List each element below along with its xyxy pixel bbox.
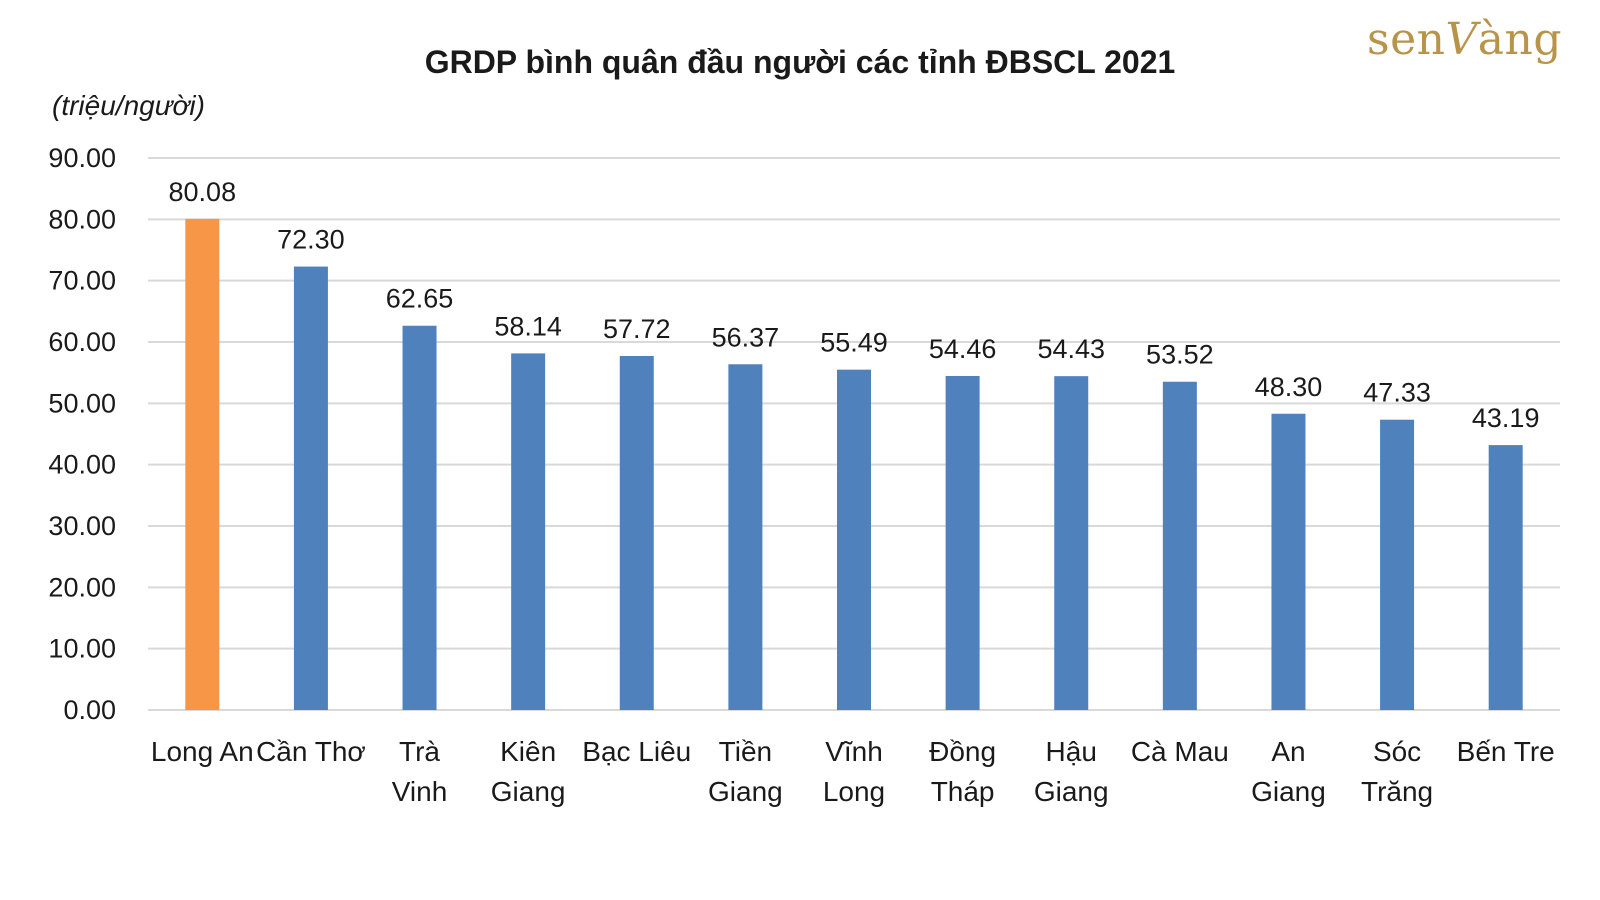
- bar: [728, 364, 763, 710]
- x-tick-label: Sóc: [1373, 736, 1421, 767]
- y-tick-label: 50.00: [48, 388, 116, 418]
- x-tick-label: Tháp: [931, 776, 995, 807]
- bars: [185, 218, 1523, 711]
- x-tick-label: Long: [823, 776, 885, 807]
- y-axis-unit-label: (triệu/người): [52, 90, 205, 121]
- bar: [1162, 381, 1197, 710]
- bar: [511, 353, 546, 710]
- bar: [619, 355, 654, 710]
- y-axis-ticks: 0.00 10.00 20.00 30.00 40.00 50.00 60.00 70.00 8…: [48, 143, 116, 725]
- data-label: 55.49: [820, 328, 888, 358]
- y-tick-label: 30.00: [48, 511, 116, 541]
- x-tick-label: Kiên: [500, 736, 556, 767]
- bar: [945, 375, 980, 710]
- data-label: 54.43: [1037, 334, 1105, 364]
- x-tick-label: Hậu: [1046, 736, 1097, 767]
- bar: [837, 369, 871, 710]
- x-tick-label: Giang: [1251, 776, 1326, 807]
- data-label: 54.46: [929, 334, 997, 364]
- y-tick-label: 90.00: [48, 143, 116, 173]
- data-label: 56.37: [712, 322, 780, 352]
- data-label: 43.19: [1472, 403, 1540, 433]
- x-tick-label: Tiền: [719, 736, 772, 767]
- y-tick-label: 80.00: [48, 204, 116, 234]
- data-label: 72.30: [277, 225, 345, 255]
- data-label: 62.65: [386, 284, 454, 314]
- y-tick-label: 0.00: [63, 695, 116, 725]
- x-tick-label: Đồng: [929, 736, 996, 767]
- y-tick-label: 40.00: [48, 450, 116, 480]
- y-tick-label: 10.00: [48, 634, 116, 664]
- x-tick-label: Giang: [708, 776, 783, 807]
- brand-logo: senVàng: [1367, 14, 1562, 65]
- x-tick-label: Giang: [491, 776, 566, 807]
- bar: [293, 266, 328, 710]
- bar: [402, 325, 437, 710]
- y-tick-label: 20.00: [48, 572, 116, 602]
- x-tick-label: Cần Thơ: [256, 736, 366, 767]
- data-labels: 80.08 72.30 62.65 58.14 57.72 56.37 55.49 54.46…: [169, 177, 1540, 433]
- data-label: 53.52: [1146, 340, 1214, 370]
- y-tick-label: 60.00: [48, 327, 116, 357]
- x-tick-label: Cà Mau: [1131, 736, 1229, 767]
- data-label: 47.33: [1363, 378, 1431, 408]
- x-tick-label: Trà: [399, 736, 440, 767]
- x-tick-label: Vinh: [392, 776, 448, 807]
- x-tick-label: Giang: [1034, 776, 1109, 807]
- chart-title: GRDP bình quân đầu người các tỉnh ĐBSCL …: [424, 44, 1176, 80]
- x-tick-label: Vĩnh: [825, 736, 883, 767]
- x-tick-label: An: [1271, 736, 1305, 767]
- bar: [1380, 419, 1415, 710]
- data-label: 58.14: [494, 311, 562, 341]
- x-tick-label: Bến Tre: [1457, 736, 1555, 767]
- data-label: 80.08: [169, 177, 237, 207]
- data-label: 57.72: [603, 314, 671, 344]
- x-tick-label: Bạc Liêu: [582, 736, 691, 767]
- bar: [1488, 445, 1523, 710]
- bar: [1054, 376, 1089, 710]
- data-label: 48.30: [1255, 372, 1323, 402]
- y-tick-label: 70.00: [48, 266, 116, 296]
- x-tick-label: Long An: [151, 736, 254, 767]
- bar: [185, 218, 220, 711]
- x-tick-label: Trăng: [1361, 776, 1433, 807]
- bar: [1271, 413, 1306, 710]
